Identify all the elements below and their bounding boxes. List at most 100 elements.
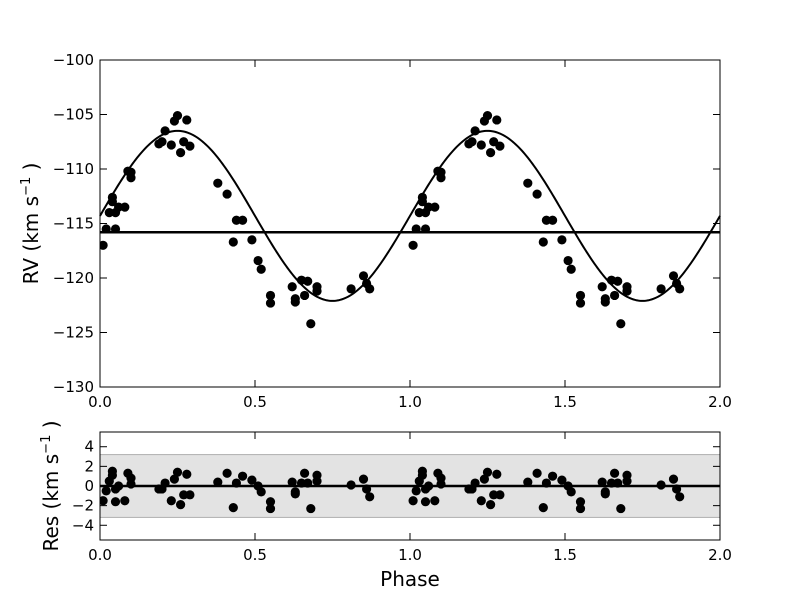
data-point xyxy=(575,298,586,308)
data-point xyxy=(107,466,117,476)
data-point xyxy=(256,264,266,274)
data-point xyxy=(492,115,502,125)
x-tick-label: 1.5 xyxy=(553,546,577,564)
data-point xyxy=(182,469,192,479)
x-tick-label: 2.0 xyxy=(708,393,732,411)
data-point xyxy=(600,489,610,499)
data-point xyxy=(411,486,421,496)
y-tick-label: 2 xyxy=(84,457,94,475)
data-point xyxy=(238,471,248,481)
data-point xyxy=(365,492,375,502)
data-point xyxy=(120,496,130,506)
data-point xyxy=(365,284,375,294)
y-tick-label: −130 xyxy=(53,378,94,396)
data-point xyxy=(479,474,489,484)
x-tick-label: 1.5 xyxy=(553,393,577,411)
data-point xyxy=(408,240,418,250)
data-point xyxy=(312,476,322,486)
y-tick-label: 4 xyxy=(84,438,94,456)
data-point xyxy=(213,477,223,487)
data-point xyxy=(100,496,108,506)
data-point xyxy=(306,319,316,329)
data-point xyxy=(101,486,111,496)
data-point xyxy=(430,202,440,212)
data-point xyxy=(290,489,300,499)
data-point xyxy=(358,271,369,281)
residual-panel: 0.0 0.5 1.0 1.5 2.0 −4−2 0 24 Res (km s−1 ) Phase xyxy=(39,420,732,591)
data-point xyxy=(675,284,685,294)
data-point xyxy=(482,467,493,477)
data-point xyxy=(169,474,179,484)
y-tick-label: −115 xyxy=(53,215,94,233)
data-point xyxy=(523,477,533,487)
data-point xyxy=(575,503,586,514)
data-point xyxy=(424,481,434,491)
data-point xyxy=(346,480,356,490)
data-point xyxy=(656,480,666,490)
data-point xyxy=(126,479,136,489)
data-point xyxy=(157,137,167,147)
y-tick-label: −100 xyxy=(53,51,94,69)
data-point xyxy=(566,487,576,497)
data-point xyxy=(265,298,276,308)
data-point xyxy=(185,490,195,500)
data-point xyxy=(256,487,266,497)
data-point xyxy=(362,484,372,494)
data-point xyxy=(538,237,548,247)
data-point xyxy=(182,115,192,125)
data-point xyxy=(176,500,186,510)
data-point xyxy=(548,215,558,225)
data-point xyxy=(575,290,586,301)
data-point xyxy=(486,500,496,510)
data-point xyxy=(231,478,241,488)
data-point xyxy=(436,479,446,489)
data-point xyxy=(101,224,111,234)
data-point xyxy=(312,286,322,296)
data-point xyxy=(495,141,505,151)
x-axis-label: Phase xyxy=(380,567,440,591)
data-point xyxy=(213,178,223,188)
data-point xyxy=(613,276,623,286)
data-point xyxy=(420,224,431,234)
data-point xyxy=(566,264,576,274)
x-tick-label: 1.0 xyxy=(398,393,422,411)
data-point xyxy=(300,290,310,301)
data-point xyxy=(597,477,607,487)
data-point xyxy=(176,148,186,158)
data-point xyxy=(300,468,310,478)
data-point xyxy=(600,297,610,307)
data-point xyxy=(470,478,480,488)
data-point xyxy=(346,284,356,294)
data-point xyxy=(597,282,607,292)
data-point xyxy=(238,215,248,225)
data-point xyxy=(575,497,586,507)
data-point xyxy=(492,469,502,479)
data-point xyxy=(166,496,176,506)
y-tick-label: −105 xyxy=(53,106,94,124)
data-point xyxy=(668,271,679,281)
data-point xyxy=(100,240,108,250)
data-point xyxy=(622,476,632,486)
data-point xyxy=(616,503,626,514)
y-tick-label: −2 xyxy=(72,497,94,515)
data-point xyxy=(110,497,121,507)
x-tick-label: 0.0 xyxy=(88,546,112,564)
orbit-model-curve xyxy=(99,129,721,302)
data-point xyxy=(532,189,542,199)
y-axis-label: Res (km s−1 ) xyxy=(39,420,63,551)
data-point xyxy=(563,255,573,266)
data-point xyxy=(247,475,257,485)
x-tick-label: 0.0 xyxy=(88,393,112,411)
data-point xyxy=(107,192,117,202)
data-point xyxy=(160,126,170,136)
data-point xyxy=(476,140,486,150)
data-point xyxy=(228,237,238,247)
data-point xyxy=(265,497,276,507)
data-point xyxy=(290,297,300,307)
data-point xyxy=(470,126,480,136)
data-point xyxy=(303,478,313,488)
data-point xyxy=(358,474,369,484)
x-tick-label: 2.0 xyxy=(708,546,732,564)
data-point xyxy=(222,189,232,199)
data-point xyxy=(265,290,276,301)
